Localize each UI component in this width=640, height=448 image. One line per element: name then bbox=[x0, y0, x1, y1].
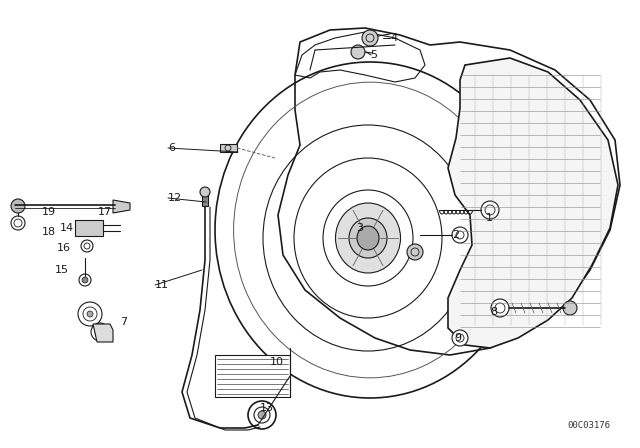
Circle shape bbox=[491, 299, 509, 317]
Text: 12: 12 bbox=[168, 193, 182, 203]
Polygon shape bbox=[448, 58, 618, 348]
Ellipse shape bbox=[357, 226, 379, 250]
Text: 3: 3 bbox=[356, 223, 363, 233]
Polygon shape bbox=[215, 355, 290, 397]
Circle shape bbox=[81, 240, 93, 252]
Polygon shape bbox=[75, 220, 103, 236]
Text: 16: 16 bbox=[57, 243, 71, 253]
Text: 4: 4 bbox=[390, 33, 397, 43]
Text: 17: 17 bbox=[98, 207, 112, 217]
Text: 10: 10 bbox=[270, 357, 284, 367]
Text: 19: 19 bbox=[42, 207, 56, 217]
Text: 5: 5 bbox=[370, 50, 377, 60]
Polygon shape bbox=[220, 144, 237, 152]
Circle shape bbox=[407, 244, 423, 260]
Text: 15: 15 bbox=[55, 265, 69, 275]
Text: 14: 14 bbox=[60, 223, 74, 233]
Text: 6: 6 bbox=[168, 143, 175, 153]
Circle shape bbox=[248, 401, 276, 429]
Circle shape bbox=[452, 227, 468, 243]
Circle shape bbox=[362, 30, 378, 46]
Circle shape bbox=[563, 301, 577, 315]
Circle shape bbox=[91, 323, 109, 341]
Text: 2: 2 bbox=[452, 230, 459, 240]
Text: 11: 11 bbox=[155, 280, 169, 290]
Circle shape bbox=[78, 302, 102, 326]
Text: 7: 7 bbox=[120, 317, 127, 327]
Circle shape bbox=[200, 187, 210, 197]
Circle shape bbox=[481, 201, 499, 219]
Text: 1: 1 bbox=[486, 213, 493, 223]
Ellipse shape bbox=[349, 218, 387, 258]
Text: 18: 18 bbox=[42, 227, 56, 237]
Circle shape bbox=[82, 277, 88, 283]
Circle shape bbox=[79, 274, 91, 286]
Text: 9: 9 bbox=[454, 333, 461, 343]
Circle shape bbox=[11, 199, 25, 213]
Circle shape bbox=[258, 411, 266, 419]
Circle shape bbox=[11, 216, 25, 230]
Polygon shape bbox=[93, 324, 113, 342]
Text: 13: 13 bbox=[260, 403, 274, 413]
Ellipse shape bbox=[335, 203, 401, 273]
Circle shape bbox=[351, 45, 365, 59]
Text: 8: 8 bbox=[490, 307, 497, 317]
Circle shape bbox=[452, 330, 468, 346]
Polygon shape bbox=[113, 200, 130, 213]
Text: 00C03176: 00C03176 bbox=[567, 421, 610, 430]
Circle shape bbox=[87, 311, 93, 317]
Polygon shape bbox=[202, 194, 208, 206]
